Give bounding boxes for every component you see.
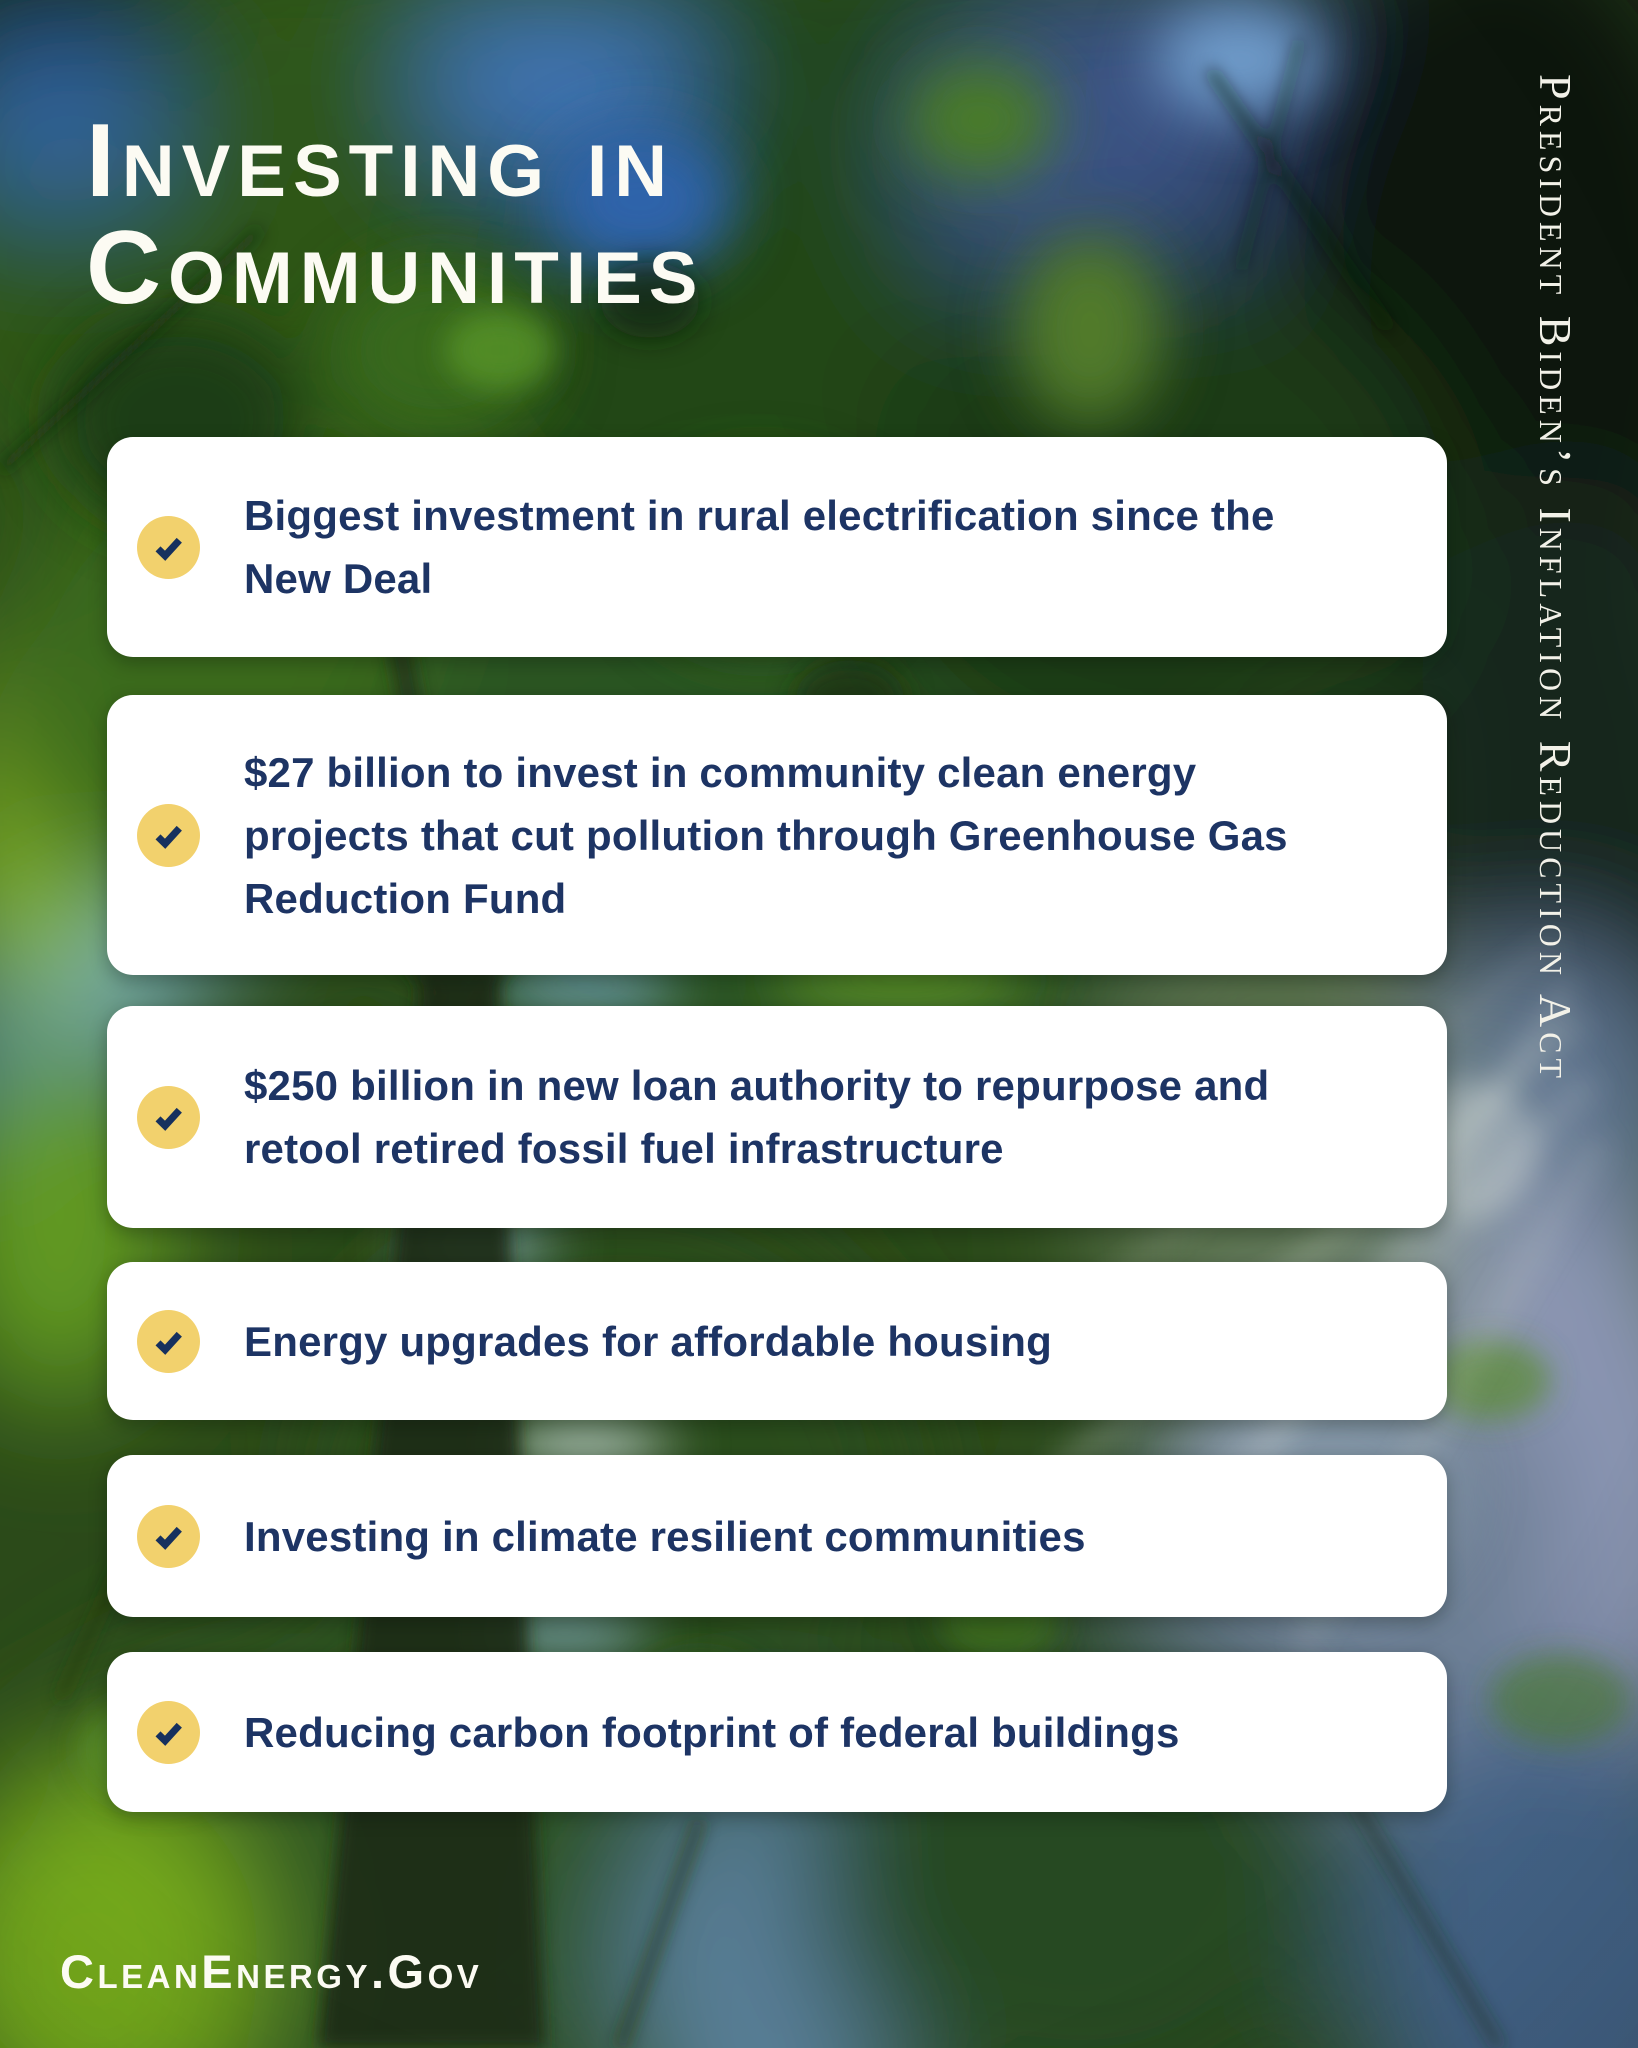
checklist-card: $27 billion to invest in community clean… [107,695,1447,975]
checklist-item-text: $250 billion in new loan authority to re… [244,1062,1270,1172]
checklist-card: Reducing carbon footprint of federal bui… [107,1652,1447,1812]
page-title: Investing in Communities [86,108,704,322]
title-line-2: Communities [86,210,705,326]
checklist-item-text: Investing in climate resilient communiti… [244,1512,1086,1560]
check-icon [137,1309,200,1373]
checklist-card: Energy upgrades for affordable housing [107,1262,1447,1420]
check-icon [137,803,200,867]
checklist-card: Investing in climate resilient communiti… [107,1455,1447,1617]
checklist-item-text: Reducing carbon footprint of federal bui… [244,1708,1180,1756]
title-line-1: Investing in [86,103,674,219]
check-icon [137,1700,200,1764]
sidebar-vertical-text: President Biden’s Inflation Reduction Ac… [1530,74,1581,1083]
check-icon [137,1504,200,1568]
checklist-item-text: $27 billion to invest in community clean… [244,748,1288,922]
checklist-card: Biggest investment in rural electrificat… [107,437,1447,657]
checklist-card: $250 billion in new loan authority to re… [107,1006,1447,1228]
checklist-item-text: Energy upgrades for affordable housing [244,1317,1053,1365]
footer-url: CleanEnergy.Gov [60,1945,483,1998]
check-icon [137,1085,200,1149]
check-icon [137,515,200,579]
checklist-item-text: Biggest investment in rural electrificat… [244,492,1275,602]
